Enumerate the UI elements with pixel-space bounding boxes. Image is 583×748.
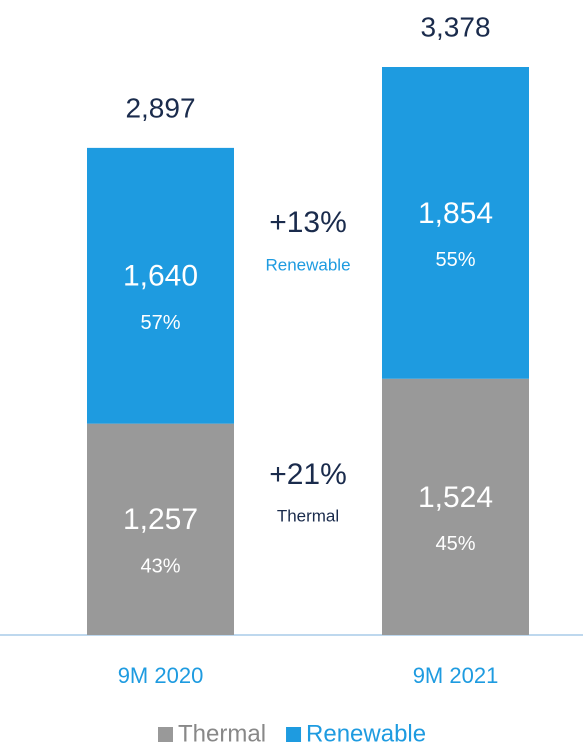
x-tick-label: 9M 2021 [413, 663, 499, 688]
legend-swatch [286, 727, 302, 742]
total-label: 2,897 [125, 92, 195, 123]
segment-share-label: 43% [140, 556, 180, 578]
segment-share-label: 45% [435, 533, 475, 555]
bar-segment [382, 378, 529, 635]
x-tick-label: 9M 2020 [118, 663, 204, 688]
annotation-change: +21% [269, 458, 347, 491]
annotation-label: Thermal [277, 506, 339, 525]
bar-segment [87, 423, 234, 635]
segment-value-label: 1,854 [418, 197, 493, 230]
legend-label: Thermal [178, 720, 266, 747]
bar-segment [87, 147, 234, 424]
segment-value-label: 1,640 [123, 260, 198, 293]
legend-swatch [158, 727, 173, 742]
segment-share-label: 55% [435, 249, 475, 271]
segment-value-label: 1,524 [418, 481, 493, 514]
annotation-change: +13% [269, 206, 347, 239]
segment-value-label: 1,257 [123, 503, 198, 536]
annotation-label: Renewable [265, 255, 350, 274]
total-label: 3,378 [420, 11, 490, 42]
segment-share-label: 57% [140, 312, 180, 334]
legend-label: Renewable [306, 720, 426, 747]
bar-segment [382, 67, 529, 379]
